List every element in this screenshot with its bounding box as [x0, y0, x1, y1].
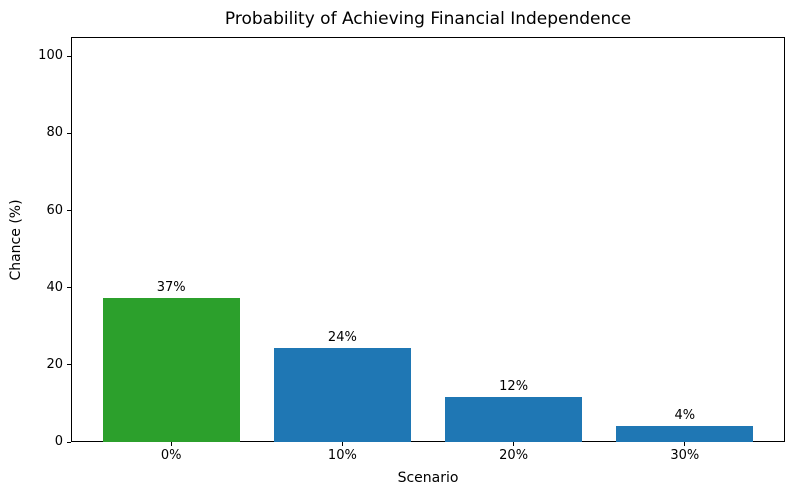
y-tick-label: 0: [54, 434, 63, 449]
x-tick-mark: [341, 442, 343, 446]
x-tick-label: 30%: [670, 448, 700, 463]
x-tick-mark: [170, 442, 172, 446]
y-tick-label: 20: [46, 356, 63, 372]
y-tick-mark: [67, 287, 71, 289]
bar: [273, 347, 411, 442]
bar: [616, 426, 754, 442]
y-tick-mark: [67, 55, 71, 57]
bar-value-label: 24%: [327, 329, 357, 345]
bar-value-label: 4%: [674, 408, 696, 424]
x-tick-mark: [684, 442, 686, 446]
x-tick-mark: [513, 442, 515, 446]
x-tick-label: 10%: [327, 448, 357, 463]
y-tick-label: 100: [38, 48, 63, 64]
y-tick-label: 60: [46, 202, 63, 218]
y-tick-mark: [67, 210, 71, 212]
y-tick-mark: [67, 132, 71, 134]
y-tick-label: 80: [46, 125, 63, 141]
bar: [445, 396, 583, 442]
bar: [102, 297, 240, 442]
x-tick-label: 0%: [160, 448, 182, 463]
x-tick-label: 20%: [499, 448, 529, 463]
y-tick-label: 40: [46, 279, 63, 295]
bar-value-label: 37%: [156, 279, 186, 295]
chart-title: Probability of Achieving Financial Indep…: [224, 9, 632, 29]
bar-value-label: 12%: [499, 378, 529, 394]
x-axis-label: Scenario: [397, 470, 459, 486]
y-tick-mark: [67, 441, 71, 443]
y-tick-mark: [67, 364, 71, 366]
